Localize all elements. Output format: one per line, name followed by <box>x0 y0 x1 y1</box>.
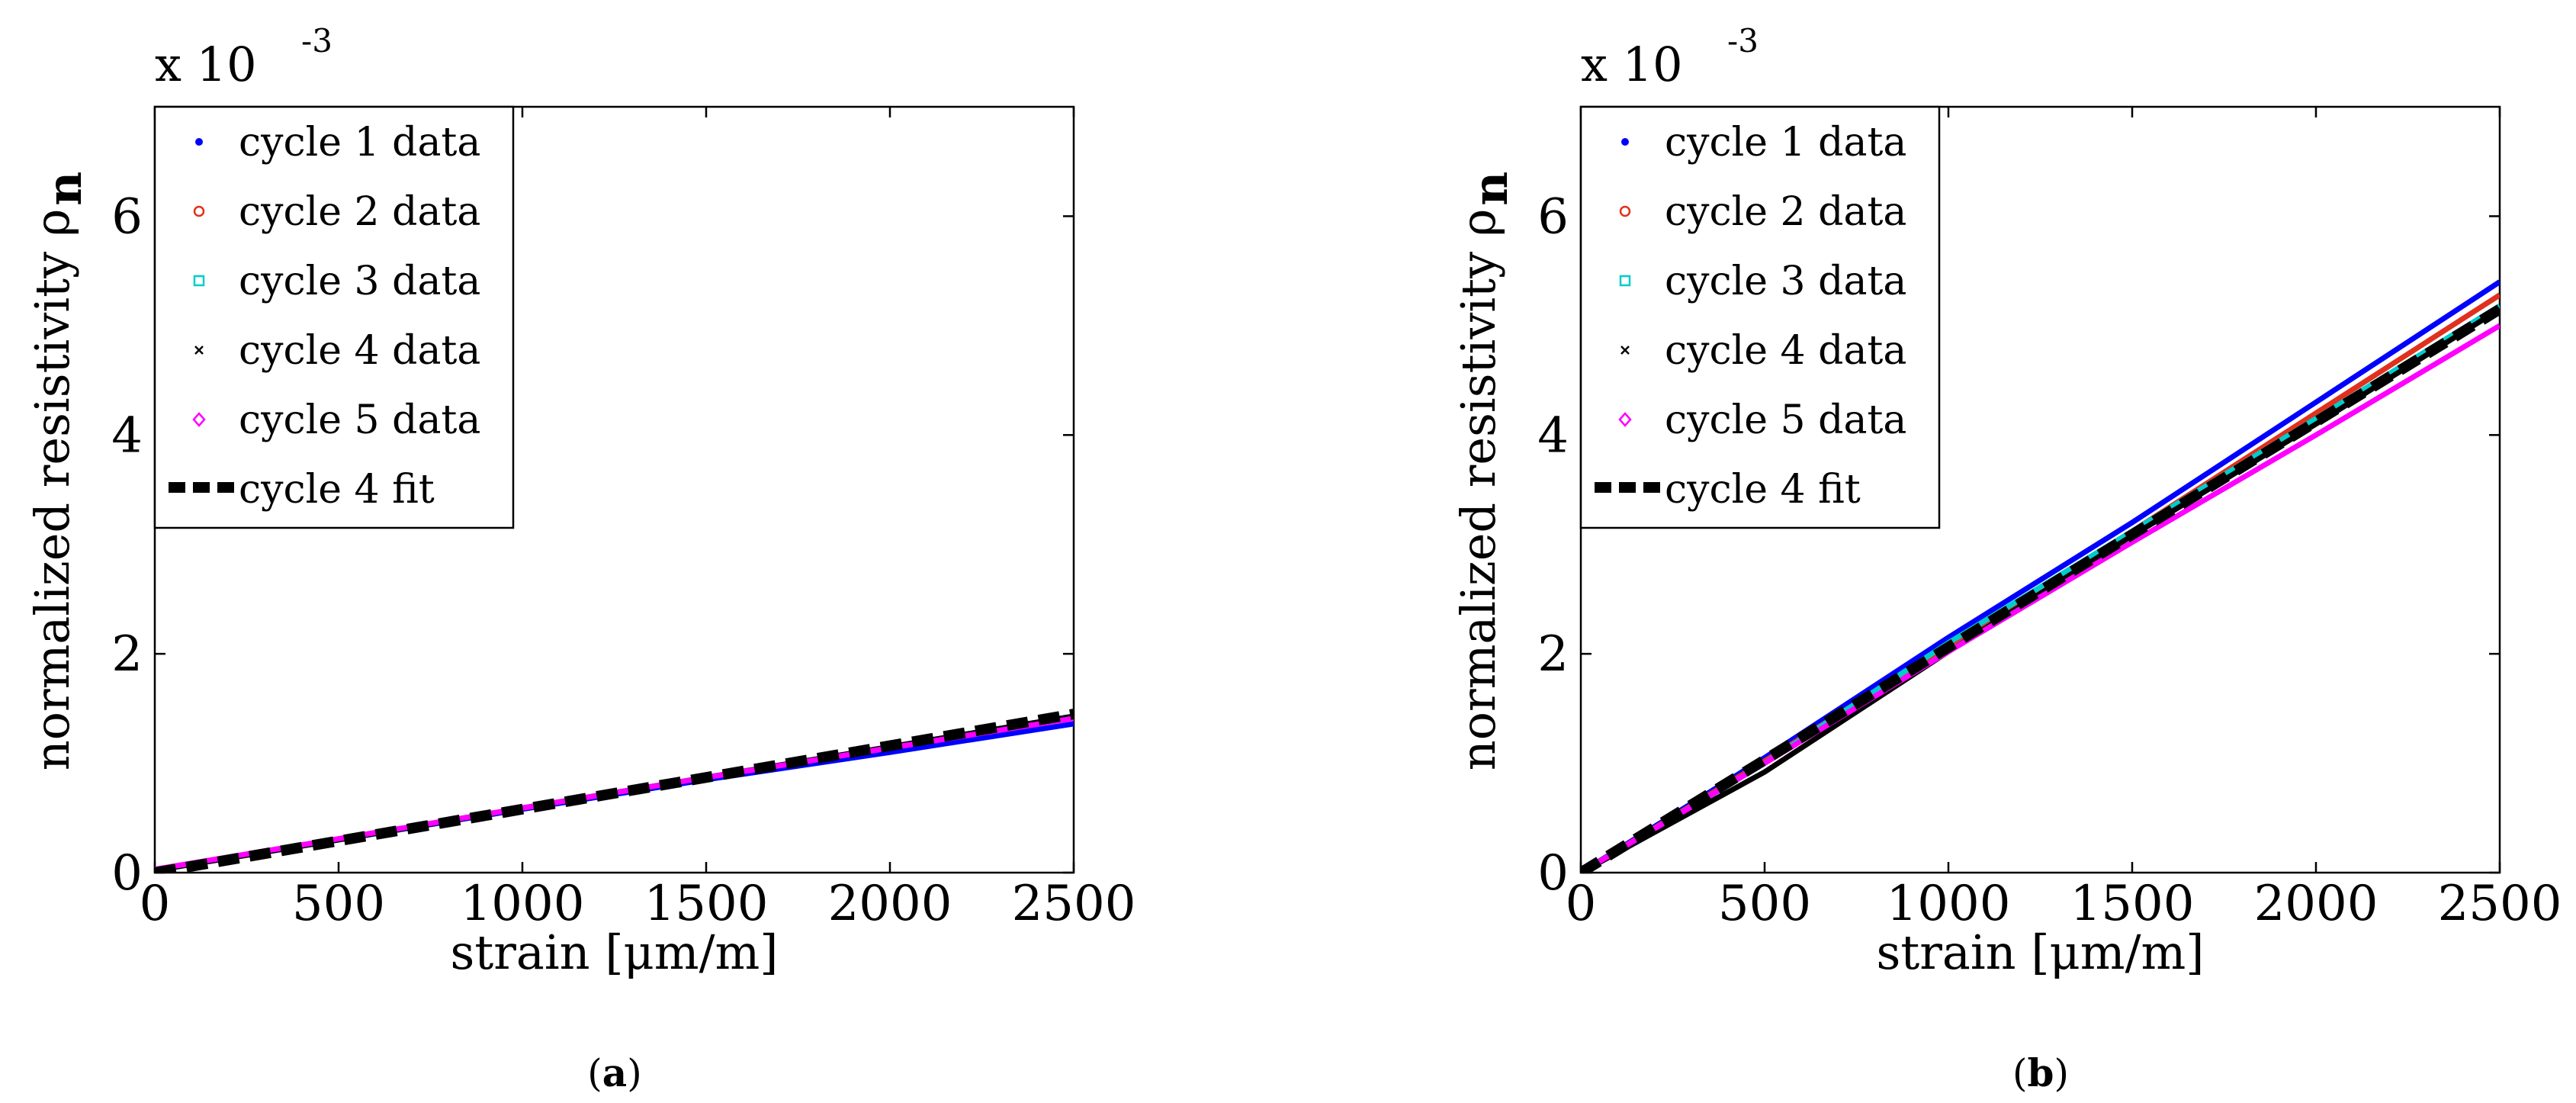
legend-box <box>1579 105 1941 529</box>
legend-label: cycle 5 data <box>1665 397 1906 443</box>
y-tick-label: 4 <box>111 407 143 464</box>
y-tick-label: 0 <box>111 845 143 902</box>
y-exponent-power: -3 <box>301 22 332 59</box>
legend-box <box>153 105 515 529</box>
data-layer <box>1581 279 2500 873</box>
caption-open: ( <box>587 1051 602 1095</box>
legend-label: cycle 1 data <box>239 120 480 166</box>
panel-b: 0 500 1000 1500 2000 2500 0 2 4 6 x 10 -3 strain [μm… <box>1450 22 2562 1095</box>
caption-open: ( <box>2012 1051 2028 1095</box>
y-axis-label: normalized resistivity ρn <box>1450 172 1518 771</box>
y-tick-label: 6 <box>111 188 143 245</box>
legend-label: cycle 3 data <box>1665 259 1906 304</box>
legend-label: cycle 1 data <box>1665 120 1906 166</box>
x-tick-label: 2000 <box>828 876 952 932</box>
data-layer <box>155 709 1074 873</box>
legend-label: cycle 3 data <box>239 259 480 304</box>
legend-marker-cycle-5-data <box>1618 412 1632 427</box>
panel-caption: (a) <box>587 1050 641 1095</box>
legend-marker-cycle-4-data <box>1620 346 1630 355</box>
panel-caption: (b) <box>2012 1050 2069 1095</box>
legend-marker-cycle-3-data <box>1619 275 1631 287</box>
legend: cycle 1 data cycle 2 data cycle 3 data cycl… <box>1579 105 1941 529</box>
x-tick-label: 1000 <box>1887 876 2011 932</box>
x-axis-label: strain [μm/m] <box>451 925 779 980</box>
legend-label: cycle 2 data <box>1665 189 1906 235</box>
x-tick-label: 500 <box>292 876 385 932</box>
y-axis-label-subscript: n <box>37 172 92 206</box>
x-tick-label: 2500 <box>1012 876 1136 932</box>
y-tick-label: 6 <box>1537 188 1569 245</box>
x-tick-label: 0 <box>140 876 171 932</box>
y-axis-label: normalized resistivity ρn <box>24 172 92 771</box>
panel-a: 0 500 1000 1500 2000 2500 0 2 4 6 x 10 -3 strain [μm… <box>24 22 1135 1095</box>
x-tick-label: 1000 <box>461 876 585 932</box>
caption-close: ) <box>627 1051 642 1095</box>
caption-letter: a <box>602 1050 627 1095</box>
y-axis-label-text: normalized resistivity ρ <box>1450 209 1506 771</box>
y-exponent: x 10 <box>1581 37 1683 92</box>
y-tick-label: 0 <box>1537 845 1569 902</box>
legend-label: cycle 4 fit <box>239 467 435 513</box>
legend-label: cycle 4 fit <box>1665 467 1861 513</box>
y-exponent-power: -3 <box>1727 22 1759 59</box>
y-exponent: x 10 <box>155 37 257 92</box>
y-tick-label: 4 <box>1537 407 1569 464</box>
x-axis-label: strain [μm/m] <box>1877 925 2205 980</box>
legend-marker-cycle-2-data <box>193 205 205 217</box>
legend-label: cycle 2 data <box>239 189 480 235</box>
x-tick-label: 1500 <box>644 876 769 932</box>
y-axis-label-subscript: n <box>1463 172 1518 206</box>
series-cycle-4-fit <box>155 709 1074 873</box>
legend-label: cycle 5 data <box>239 397 480 443</box>
legend-marker-cycle-4-data <box>194 346 204 355</box>
y-tick-label: 2 <box>1537 626 1569 683</box>
legend-marker-cycle-5-data <box>192 412 206 427</box>
x-tick-label: 2000 <box>2254 876 2378 932</box>
legend-label: cycle 4 data <box>1665 328 1906 374</box>
legend-marker-cycle-2-data <box>1619 205 1631 217</box>
caption-letter: b <box>2028 1050 2054 1095</box>
caption-close: ) <box>2054 1051 2069 1095</box>
legend: cycle 1 data cycle 2 data cycle 3 data cycl… <box>153 105 515 529</box>
legend-marker-cycle-3-data <box>193 275 205 287</box>
x-tick-label: 2500 <box>2438 876 2562 932</box>
y-axis-label-text: normalized resistivity ρ <box>24 209 80 771</box>
legend-marker-cycle-1-data <box>195 138 203 146</box>
legend-label: cycle 4 data <box>239 328 480 374</box>
x-tick-label: 500 <box>1718 876 1811 932</box>
legend-marker-cycle-1-data <box>1621 138 1629 146</box>
y-tick-label: 2 <box>111 626 143 683</box>
x-tick-label: 0 <box>1566 876 1597 932</box>
series-cycle-4-fit <box>1581 304 2500 873</box>
x-tick-label: 1500 <box>2070 876 2195 932</box>
